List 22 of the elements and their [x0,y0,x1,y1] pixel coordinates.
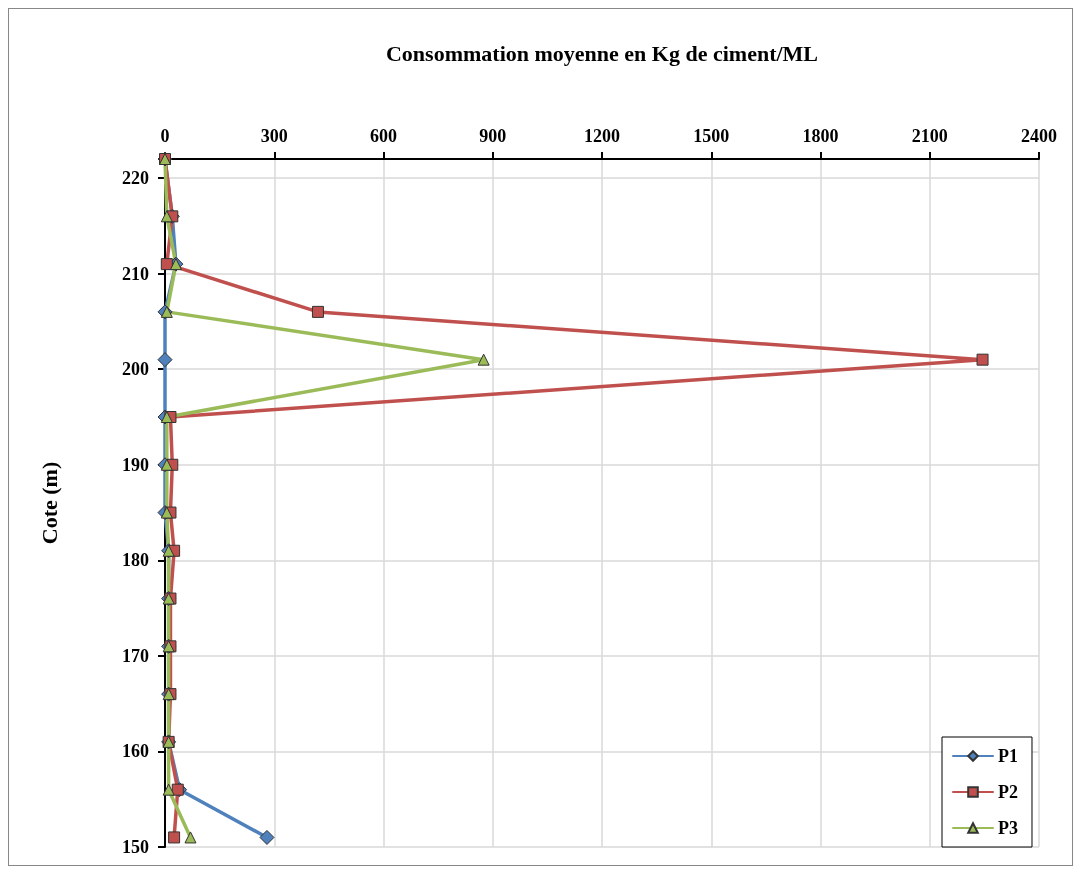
x-tick-label: 600 [370,126,397,146]
y-tick-label: 200 [122,359,149,380]
y-tick-label: 160 [122,741,149,762]
x-tick-label: 1500 [693,126,730,146]
y-tick-label: 150 [122,837,149,857]
y-tick-label: 180 [122,550,149,571]
y-tick-label: 190 [122,454,149,475]
x-tick-label: 2400 [1021,126,1057,146]
legend-label: P2 [998,782,1018,802]
y-tick-label: 170 [122,645,149,666]
y-tick-label: 220 [122,168,149,189]
y-axis-title: Cote (m) [36,461,62,545]
x-tick-label: 1800 [802,126,839,146]
x-tick-label: 300 [260,126,288,146]
x-tick-label: 1200 [584,126,620,146]
x-tick-label: 2100 [911,126,948,146]
x-tick-label: 0 [160,126,170,146]
x-tick-label: 900 [479,126,507,146]
legend-label: P1 [998,746,1018,766]
y-tick-label: 210 [122,263,149,284]
legend-label: P3 [998,818,1018,838]
x-axis-title: Consommation moyenne en Kg de ciment/ML [385,40,819,66]
